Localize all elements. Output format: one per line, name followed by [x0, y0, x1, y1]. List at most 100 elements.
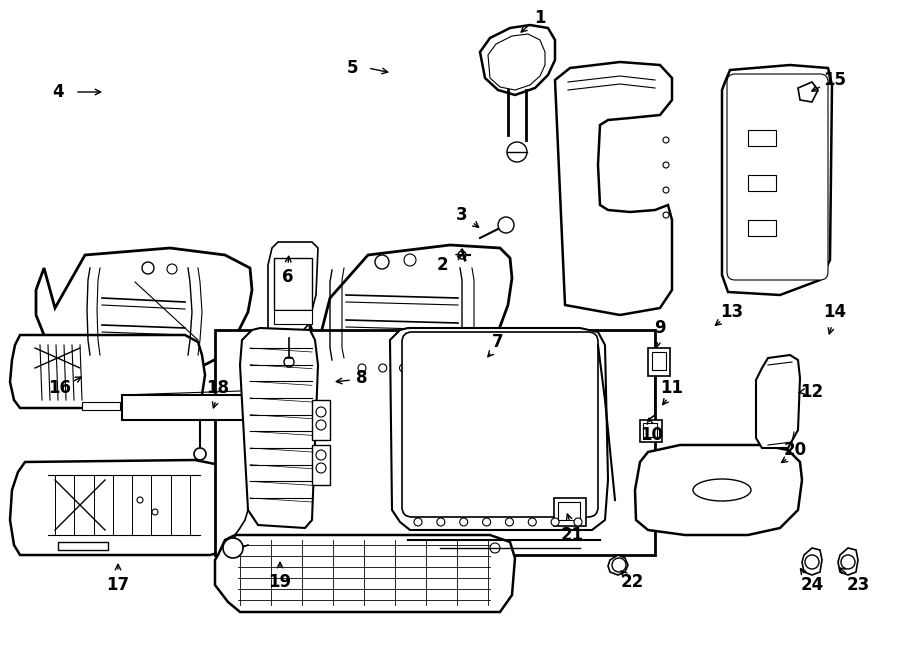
Circle shape — [551, 518, 559, 526]
Text: 8: 8 — [356, 369, 368, 387]
Circle shape — [284, 357, 294, 367]
Text: 20: 20 — [783, 441, 806, 459]
Circle shape — [142, 262, 154, 274]
Circle shape — [152, 509, 158, 515]
Polygon shape — [488, 34, 545, 90]
Bar — [652, 352, 666, 370]
FancyBboxPatch shape — [402, 332, 598, 517]
Text: 2: 2 — [436, 256, 448, 274]
Circle shape — [420, 364, 428, 372]
Circle shape — [663, 187, 669, 193]
Circle shape — [194, 448, 206, 460]
Bar — [82, 402, 120, 410]
Circle shape — [841, 555, 855, 569]
Bar — [558, 502, 580, 520]
Circle shape — [223, 538, 243, 558]
Circle shape — [458, 251, 466, 259]
Circle shape — [316, 450, 326, 460]
Circle shape — [498, 217, 514, 233]
Polygon shape — [10, 335, 205, 408]
Polygon shape — [310, 245, 512, 385]
Text: 16: 16 — [49, 379, 71, 397]
Text: 21: 21 — [561, 526, 583, 544]
Polygon shape — [215, 535, 515, 612]
Circle shape — [316, 420, 326, 430]
Bar — [274, 258, 312, 310]
Polygon shape — [390, 328, 608, 530]
Text: 11: 11 — [661, 379, 683, 397]
Circle shape — [506, 518, 513, 526]
Bar — [312, 445, 330, 485]
Bar — [748, 130, 776, 146]
Circle shape — [414, 518, 422, 526]
Text: 17: 17 — [106, 576, 130, 594]
Polygon shape — [756, 355, 800, 448]
Circle shape — [379, 364, 387, 372]
Circle shape — [663, 212, 669, 218]
Circle shape — [612, 558, 626, 572]
Bar — [643, 423, 657, 437]
Text: 23: 23 — [846, 576, 869, 594]
Circle shape — [358, 364, 366, 372]
Polygon shape — [838, 548, 858, 575]
Circle shape — [404, 254, 416, 266]
Text: 3: 3 — [456, 206, 468, 224]
Polygon shape — [802, 548, 822, 575]
Text: 6: 6 — [283, 268, 293, 286]
Bar — [122, 395, 270, 420]
FancyBboxPatch shape — [727, 74, 828, 280]
Polygon shape — [798, 82, 818, 102]
Text: 5: 5 — [346, 59, 358, 77]
Text: 24: 24 — [800, 576, 824, 594]
Text: 14: 14 — [824, 303, 847, 321]
Polygon shape — [480, 25, 555, 95]
Text: 22: 22 — [620, 573, 643, 591]
Circle shape — [482, 518, 491, 526]
Polygon shape — [555, 62, 672, 315]
Text: 4: 4 — [52, 83, 64, 101]
Circle shape — [375, 255, 389, 269]
Circle shape — [460, 518, 468, 526]
Circle shape — [663, 162, 669, 168]
Bar — [554, 498, 586, 526]
Bar — [58, 542, 108, 550]
Circle shape — [490, 543, 500, 553]
Circle shape — [507, 142, 527, 162]
Polygon shape — [268, 242, 318, 340]
Bar — [312, 400, 330, 440]
Text: 9: 9 — [654, 319, 666, 337]
Circle shape — [167, 264, 177, 274]
Ellipse shape — [693, 479, 751, 501]
Bar — [648, 348, 670, 376]
Polygon shape — [608, 555, 628, 575]
Circle shape — [574, 518, 582, 526]
Circle shape — [528, 518, 536, 526]
Text: 1: 1 — [535, 9, 545, 27]
Circle shape — [441, 364, 449, 372]
Circle shape — [227, 547, 237, 557]
Text: 15: 15 — [824, 71, 847, 89]
Polygon shape — [240, 328, 318, 528]
Bar — [748, 175, 776, 191]
Polygon shape — [722, 65, 832, 295]
Circle shape — [137, 497, 143, 503]
Bar — [640, 420, 662, 442]
Polygon shape — [10, 460, 258, 555]
Text: 18: 18 — [206, 379, 230, 397]
Text: 12: 12 — [800, 383, 824, 401]
Bar — [215, 330, 655, 555]
Circle shape — [436, 518, 445, 526]
Circle shape — [663, 137, 669, 143]
Polygon shape — [635, 445, 802, 535]
Polygon shape — [36, 248, 252, 382]
Circle shape — [805, 555, 819, 569]
Text: 7: 7 — [492, 333, 504, 351]
Bar — [748, 220, 776, 236]
Text: 10: 10 — [641, 426, 663, 444]
Circle shape — [316, 407, 326, 417]
Text: 13: 13 — [720, 303, 743, 321]
Text: 19: 19 — [268, 573, 292, 591]
Circle shape — [400, 364, 408, 372]
Bar — [274, 310, 312, 324]
Circle shape — [316, 463, 326, 473]
